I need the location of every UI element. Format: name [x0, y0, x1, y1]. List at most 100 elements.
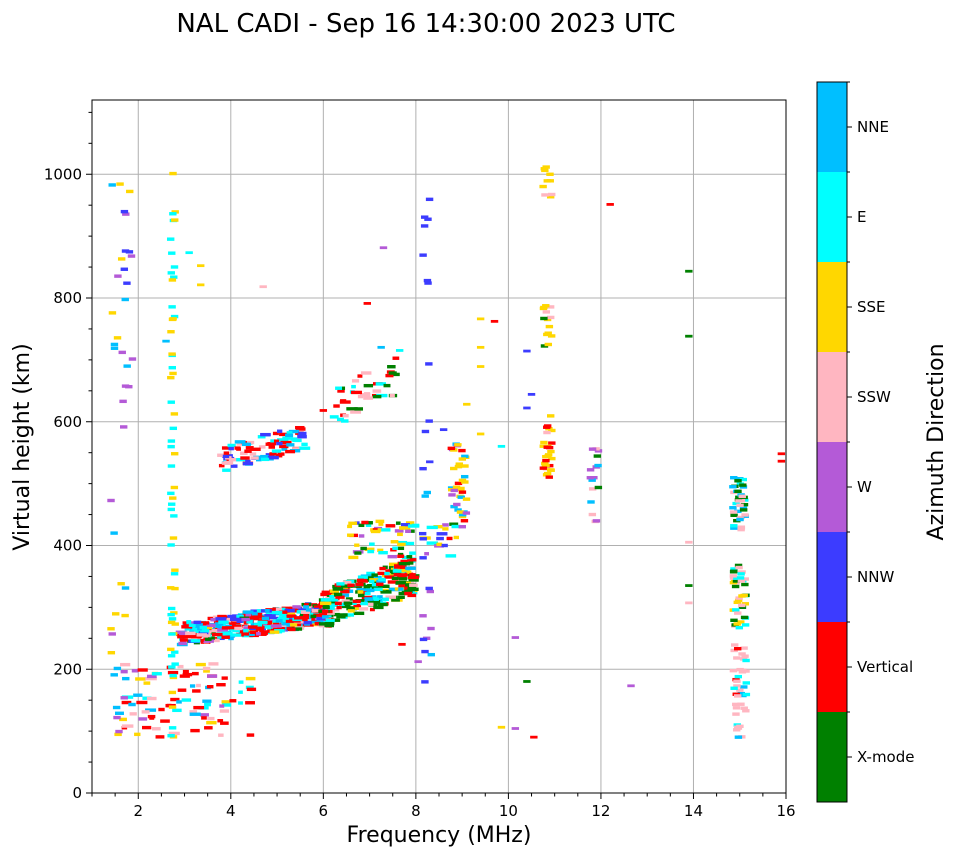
data-point: [228, 636, 234, 641]
data-point: [217, 628, 228, 632]
data-point: [545, 475, 553, 479]
data-point: [377, 548, 384, 553]
data-point: [729, 574, 738, 578]
data-point: [184, 627, 194, 631]
data-point: [215, 617, 227, 621]
data-point: [740, 593, 748, 598]
data-point: [145, 676, 157, 681]
data-point: [246, 620, 253, 624]
data-point: [133, 693, 143, 697]
data-point: [222, 631, 233, 635]
data-point: [341, 604, 351, 609]
data-point: [742, 681, 750, 685]
data-point: [304, 603, 309, 607]
data-point: [353, 603, 362, 608]
data-point: [453, 502, 461, 507]
data-point: [424, 552, 430, 556]
data-point: [246, 687, 257, 692]
data-point: [169, 496, 177, 500]
data-point: [369, 579, 375, 584]
data-point: [377, 602, 388, 607]
data-point: [334, 601, 342, 606]
data-point: [737, 691, 745, 696]
data-point: [364, 597, 374, 601]
data-point: [405, 521, 415, 525]
data-point: [426, 541, 439, 545]
data-point: [229, 625, 237, 630]
data-point: [460, 474, 469, 479]
data-point: [195, 662, 206, 667]
y-tick-label: 600: [53, 413, 82, 431]
data-point: [298, 446, 311, 450]
data-point: [176, 700, 182, 704]
data-point: [221, 631, 228, 635]
data-point: [340, 589, 350, 594]
data-point: [196, 683, 201, 688]
data-points: [107, 165, 786, 739]
data-point: [548, 192, 556, 197]
data-point: [730, 567, 738, 571]
data-point: [121, 297, 129, 302]
data-point: [268, 445, 276, 449]
data-point: [397, 554, 405, 558]
data-point: [736, 576, 745, 580]
data-point: [347, 533, 354, 537]
data-point: [247, 625, 258, 629]
data-point: [742, 692, 751, 697]
data-point: [398, 642, 406, 646]
data-point: [236, 614, 243, 619]
data-point: [594, 449, 603, 453]
data-point: [167, 400, 175, 404]
data-point: [197, 264, 205, 268]
data-point: [125, 250, 134, 254]
data-point: [243, 626, 249, 630]
data-point: [734, 611, 742, 615]
data-point: [544, 453, 553, 457]
data-point: [729, 510, 738, 514]
data-point: [419, 556, 427, 560]
data-point: [409, 573, 416, 577]
data-point: [400, 523, 410, 527]
data-point: [246, 733, 255, 737]
data-point: [733, 600, 741, 605]
data-point: [167, 654, 176, 658]
data-point: [451, 524, 461, 529]
data-point: [731, 584, 740, 589]
data-point: [170, 514, 178, 518]
data-point: [424, 217, 432, 221]
data-point: [379, 528, 391, 532]
data-point: [297, 606, 308, 611]
data-point: [301, 621, 313, 625]
data-point: [204, 726, 213, 730]
data-point: [732, 501, 740, 506]
data-point: [423, 490, 431, 495]
data-point: [462, 511, 471, 515]
data-point: [274, 454, 283, 458]
data-point: [400, 559, 410, 564]
colorbar-segment: [817, 262, 847, 352]
data-point: [240, 451, 248, 455]
data-point: [742, 658, 750, 663]
data-point: [168, 690, 177, 695]
y-tick-label: 400: [53, 537, 82, 555]
data-point: [182, 621, 188, 625]
data-point: [115, 729, 123, 734]
data-point: [121, 384, 130, 388]
data-point: [364, 591, 371, 596]
data-point: [395, 349, 404, 352]
data-point: [385, 569, 394, 573]
data-point: [685, 584, 693, 587]
data-point: [116, 182, 124, 186]
data-point: [734, 647, 742, 651]
plot-area: [92, 100, 786, 793]
data-point: [168, 632, 176, 636]
data-point: [333, 404, 340, 408]
data-point: [113, 666, 122, 671]
data-point: [542, 463, 550, 468]
data-point: [167, 612, 175, 617]
data-point: [340, 386, 346, 390]
data-point: [408, 578, 419, 582]
data-point: [229, 699, 237, 703]
data-point: [734, 674, 743, 679]
data-point: [197, 283, 205, 287]
